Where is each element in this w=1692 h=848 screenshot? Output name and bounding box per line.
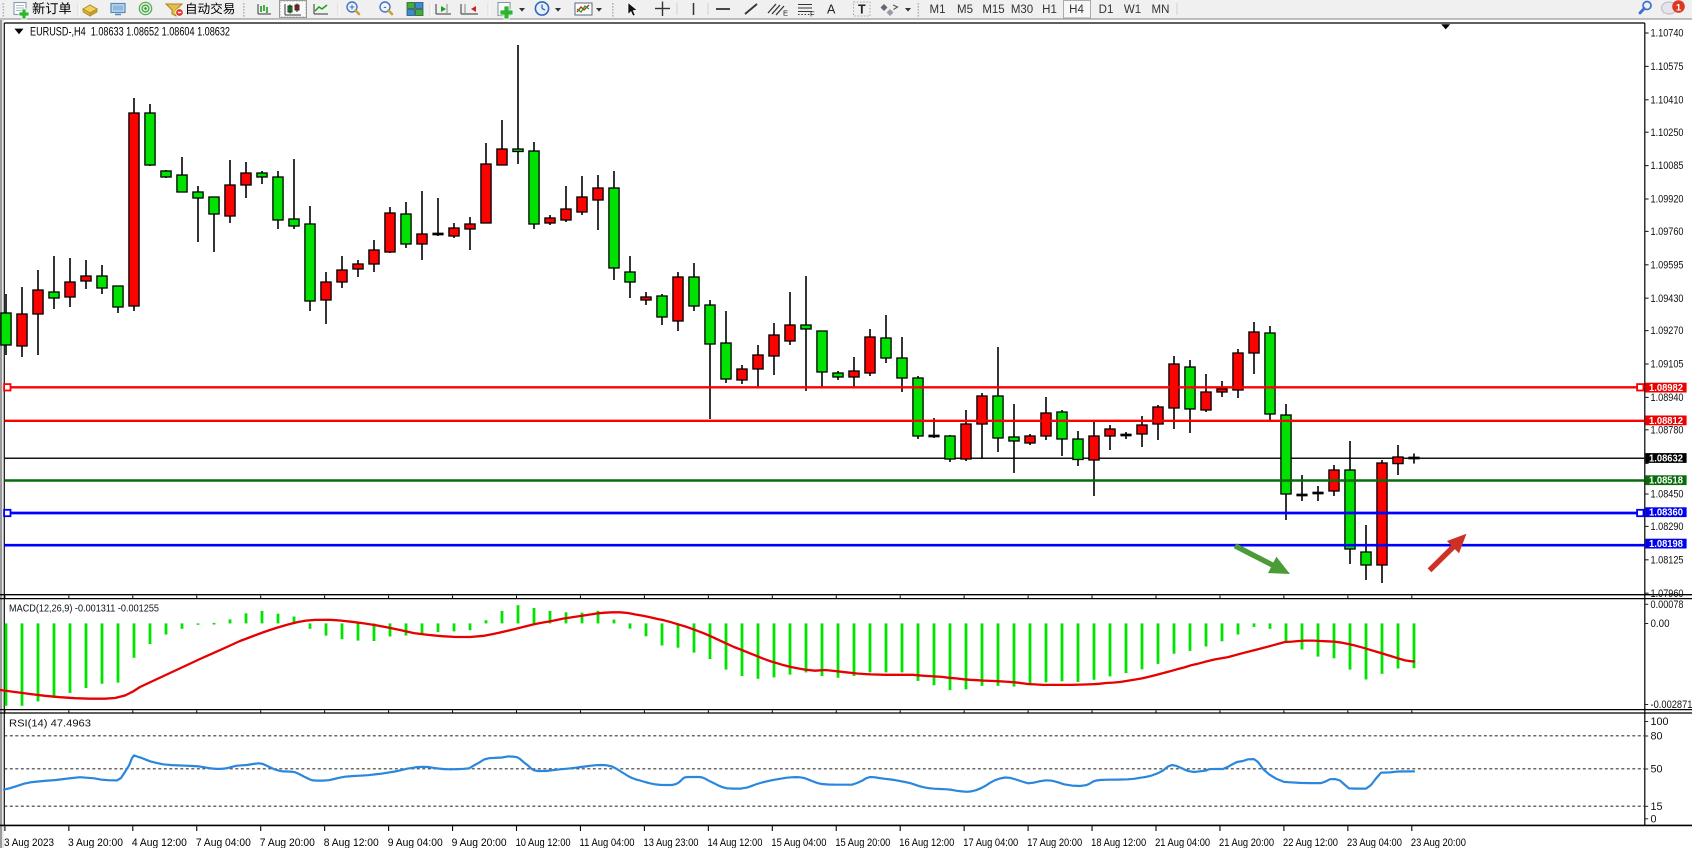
svg-text:23 Aug 04:00: 23 Aug 04:00: [1347, 837, 1402, 848]
svg-text:1.08450: 1.08450: [1651, 489, 1684, 501]
svg-text:9 Aug 20:00: 9 Aug 20:00: [452, 837, 507, 848]
svg-text:13 Aug 23:00: 13 Aug 23:00: [644, 837, 699, 848]
svg-text:1.10575: 1.10575: [1651, 61, 1684, 73]
svg-text:T: T: [858, 3, 866, 17]
svg-text:+: +: [349, 2, 355, 13]
svg-text:1.08812: 1.08812: [1649, 416, 1683, 427]
svg-text:1.09595: 1.09595: [1651, 259, 1684, 271]
svg-text:7 Aug 04:00: 7 Aug 04:00: [196, 837, 251, 848]
svg-text:1.08125: 1.08125: [1651, 554, 1684, 566]
svg-text:16 Aug 12:00: 16 Aug 12:00: [899, 837, 954, 848]
svg-text:17 Aug 04:00: 17 Aug 04:00: [963, 837, 1018, 848]
svg-text:0.00: 0.00: [1651, 618, 1670, 630]
svg-text:1.08198: 1.08198: [1649, 539, 1683, 550]
svg-text:21 Aug 04:00: 21 Aug 04:00: [1155, 837, 1210, 848]
svg-text:10 Aug 12:00: 10 Aug 12:00: [516, 837, 571, 848]
svg-text:-0.002871: -0.002871: [1651, 699, 1692, 711]
svg-text:0: 0: [1651, 813, 1657, 825]
svg-text:1: 1: [1676, 2, 1682, 13]
svg-text:1.09105: 1.09105: [1651, 359, 1684, 371]
svg-text:1.10410: 1.10410: [1651, 94, 1684, 106]
svg-text:50: 50: [1651, 764, 1663, 776]
svg-text:1.09920: 1.09920: [1651, 194, 1684, 206]
svg-text:M30: M30: [1011, 4, 1033, 16]
svg-text:RSI(14) 47.4963: RSI(14) 47.4963: [9, 718, 91, 730]
svg-text:23 Aug 20:00: 23 Aug 20:00: [1411, 837, 1466, 848]
svg-text:1.09270: 1.09270: [1651, 325, 1684, 337]
svg-text:M15: M15: [982, 4, 1004, 16]
svg-text:EURUSD-,H4 1.08633 1.08652 1.: EURUSD-,H4 1.08633 1.08652 1.08604 1.086…: [30, 27, 230, 39]
svg-text:15 Aug 04:00: 15 Aug 04:00: [771, 837, 826, 848]
svg-text:0.00078: 0.00078: [1651, 599, 1684, 611]
svg-text:1.10740: 1.10740: [1651, 28, 1684, 40]
svg-text:A: A: [827, 3, 836, 17]
svg-text:18 Aug 12:00: 18 Aug 12:00: [1091, 837, 1146, 848]
svg-text:21 Aug 20:00: 21 Aug 20:00: [1219, 837, 1274, 848]
svg-text:8 Aug 12:00: 8 Aug 12:00: [324, 837, 379, 848]
svg-text:1.10085: 1.10085: [1651, 160, 1684, 172]
svg-text:1.10250: 1.10250: [1651, 127, 1684, 139]
svg-text:9 Aug 04:00: 9 Aug 04:00: [388, 837, 443, 848]
svg-text:M5: M5: [957, 4, 973, 16]
svg-text:1.08982: 1.08982: [1649, 383, 1683, 394]
svg-text:1.08360: 1.08360: [1649, 508, 1683, 519]
svg-text:M1: M1: [930, 4, 946, 16]
svg-text:H1: H1: [1042, 4, 1057, 16]
svg-text:1.08780: 1.08780: [1651, 424, 1684, 436]
svg-text:1.08632: 1.08632: [1649, 454, 1683, 465]
svg-text:100: 100: [1651, 716, 1669, 728]
svg-text:1.09430: 1.09430: [1651, 293, 1684, 305]
svg-text:MACD(12,26,9) -0.001311 -0.001: MACD(12,26,9) -0.001311 -0.001255: [9, 603, 159, 615]
svg-text:E: E: [783, 9, 788, 18]
svg-text:1.07960: 1.07960: [1651, 588, 1684, 600]
svg-text:-: -: [383, 2, 386, 13]
svg-text:17 Aug 20:00: 17 Aug 20:00: [1027, 837, 1082, 848]
svg-text:7 Aug 20:00: 7 Aug 20:00: [260, 837, 315, 848]
svg-text:80: 80: [1651, 731, 1663, 743]
svg-text:22 Aug 12:00: 22 Aug 12:00: [1283, 837, 1338, 848]
svg-text:MN: MN: [1152, 4, 1170, 16]
svg-text:3 Aug 20:00: 3 Aug 20:00: [68, 837, 123, 848]
svg-text:F: F: [810, 10, 815, 19]
svg-text:14 Aug 12:00: 14 Aug 12:00: [707, 837, 762, 848]
svg-text:1.08940: 1.08940: [1651, 392, 1684, 404]
svg-text:1.09760: 1.09760: [1651, 226, 1684, 238]
svg-text:W1: W1: [1124, 4, 1141, 16]
svg-text:H4: H4: [1069, 4, 1084, 16]
svg-text:15: 15: [1651, 801, 1663, 813]
svg-text:15 Aug 20:00: 15 Aug 20:00: [835, 837, 890, 848]
svg-text:11 Aug 04:00: 11 Aug 04:00: [580, 837, 635, 848]
svg-text:3 Aug 2023: 3 Aug 2023: [4, 837, 54, 848]
svg-text:D1: D1: [1099, 4, 1114, 16]
svg-text:4 Aug 12:00: 4 Aug 12:00: [132, 837, 187, 848]
svg-text:1.08290: 1.08290: [1651, 521, 1684, 533]
svg-text:1.08518: 1.08518: [1649, 476, 1683, 487]
